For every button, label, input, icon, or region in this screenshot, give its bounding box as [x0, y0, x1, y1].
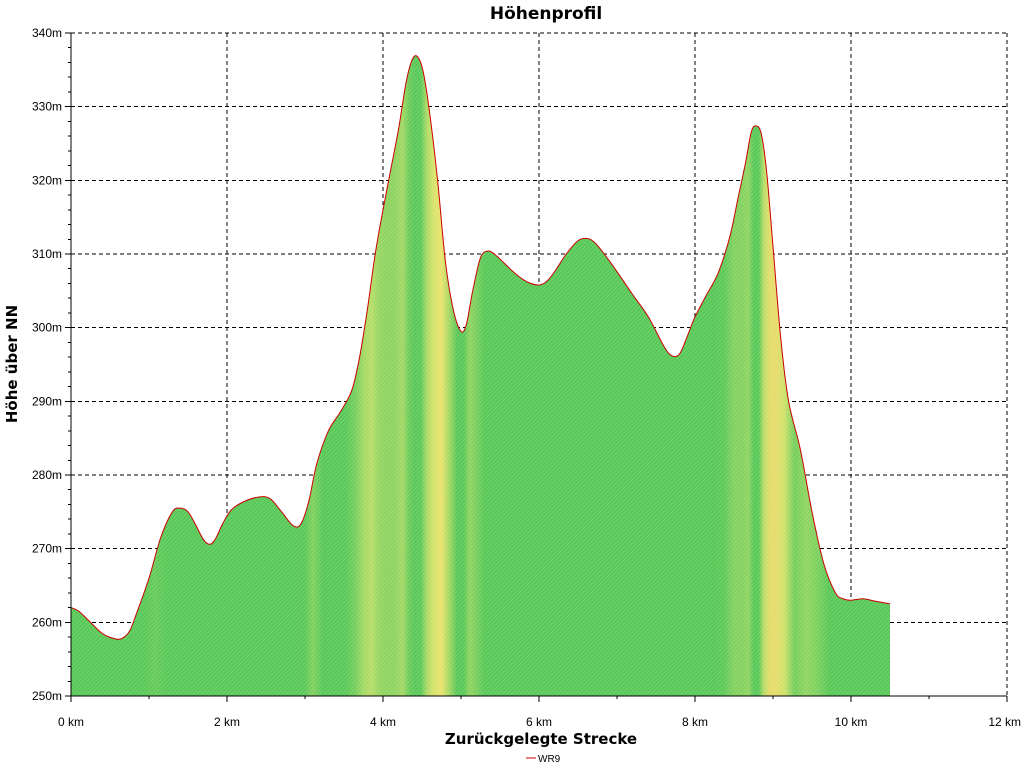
y-tick-label: 330m [32, 100, 62, 114]
y-tick-label: 310m [32, 247, 62, 261]
elevation-area-hatch [71, 55, 890, 696]
x-axis-label: Zurückgelegte Strecke [445, 730, 637, 748]
x-tick-label: 0 km [58, 715, 84, 729]
y-axis-label: Höhe über NN [3, 305, 21, 423]
y-tick-label: 340m [32, 26, 62, 40]
elevation-line-wr9 [70, 55, 891, 640]
x-tick-label: 6 km [526, 715, 552, 729]
x-axis-ticks: 0 km 2 km 4 km 6 km 8 km 10 km 12 km [58, 696, 1021, 729]
y-tick-label: 250m [32, 689, 62, 703]
legend: WR9 [526, 754, 561, 765]
y-tick-label: 270m [32, 542, 62, 556]
x-tick-label: 12 km [988, 715, 1021, 729]
x-tick-label: 10 km [835, 715, 868, 729]
y-tick-label: 300m [32, 321, 62, 335]
y-tick-label: 260m [32, 615, 62, 629]
x-tick-label: 8 km [682, 715, 708, 729]
y-tick-label: 280m [32, 468, 62, 482]
chart-title: Höhenprofil [490, 4, 602, 24]
x-tick-label: 2 km [214, 715, 240, 729]
y-tick-label: 320m [32, 173, 62, 187]
y-axis-ticks: 250m 260m 270m 280m 290m 300m 310m 320m 330m 340m [32, 26, 71, 703]
x-tick-label: 4 km [370, 715, 396, 729]
area-layer [70, 55, 891, 696]
legend-label-wr9: WR9 [538, 754, 561, 765]
y-tick-label: 290m [32, 394, 62, 408]
